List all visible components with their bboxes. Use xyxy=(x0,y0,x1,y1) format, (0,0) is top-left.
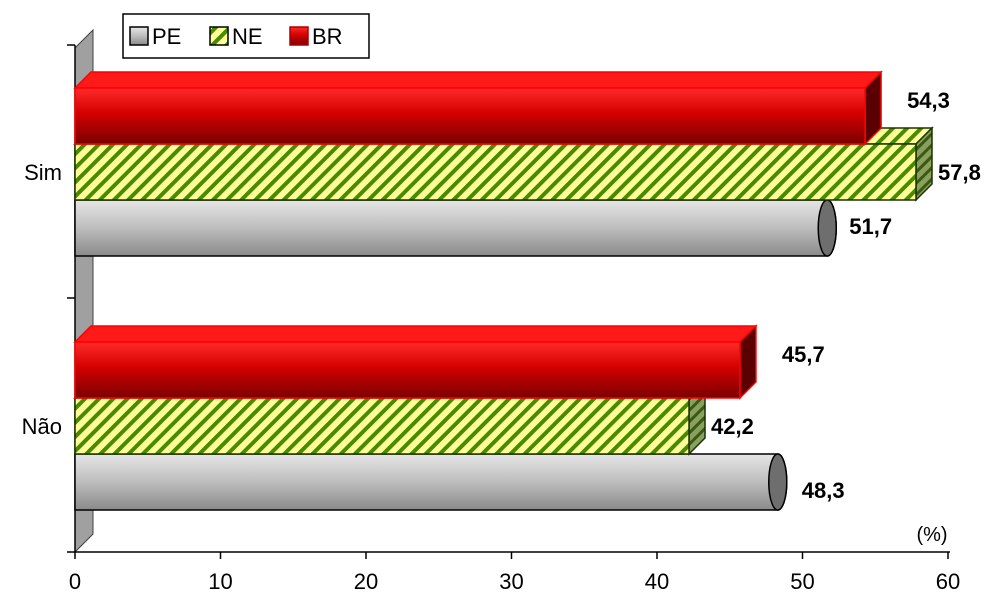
legend-label-br: BR xyxy=(312,24,343,49)
legend-label-ne: NE xyxy=(232,24,263,49)
value-label-ne: 42,2 xyxy=(711,414,754,439)
bar-br-sim xyxy=(74,87,866,145)
value-label-pe: 51,7 xyxy=(849,214,892,239)
bar-pe-sim-cap xyxy=(817,199,837,257)
value-label-ne: 57,8 xyxy=(938,160,981,185)
x-unit-label: (%) xyxy=(916,524,947,546)
x-tick-label: 60 xyxy=(936,569,960,594)
legend: PE NE BR xyxy=(122,13,370,59)
legend-box xyxy=(122,13,370,59)
legend-swatch-pe xyxy=(129,26,149,46)
value-label-pe: 48,3 xyxy=(802,478,845,503)
bar-br-nao-top xyxy=(73,325,758,343)
category-label: Não xyxy=(22,414,62,439)
bar-br-sim-top xyxy=(73,71,883,89)
bar-pe-nao-cap xyxy=(768,453,788,511)
legend-label-pe: PE xyxy=(152,24,181,49)
x-tick-label: 50 xyxy=(790,569,814,594)
x-tick-label: 0 xyxy=(69,569,81,594)
legend-swatch-ne xyxy=(209,26,229,46)
x-tick-label: 20 xyxy=(354,569,378,594)
bar-pe-nao xyxy=(74,453,788,511)
bar-ne-sim xyxy=(74,143,917,201)
value-label-br: 45,7 xyxy=(782,342,825,367)
x-tick-label: 10 xyxy=(208,569,232,594)
bar-pe-sim xyxy=(74,199,837,257)
category-label: Sim xyxy=(24,160,62,185)
legend-swatch-br xyxy=(289,26,309,46)
value-label-br: 54,3 xyxy=(907,88,950,113)
bar-ne-nao xyxy=(74,397,690,455)
x-tick-label: 40 xyxy=(645,569,669,594)
x-tick-label: 30 xyxy=(499,569,523,594)
bar-br-nao xyxy=(74,341,741,399)
